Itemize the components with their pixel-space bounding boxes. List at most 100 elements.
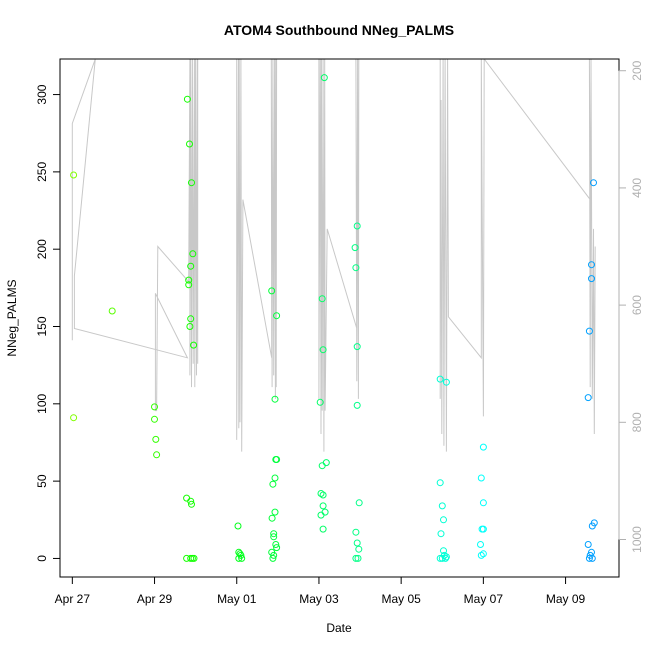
data-point — [187, 262, 195, 270]
data-point — [316, 398, 324, 406]
data-point — [151, 415, 158, 423]
data-point — [477, 474, 485, 482]
data-point — [353, 222, 361, 230]
y-tick-label: 300 — [35, 84, 49, 104]
data-point — [355, 499, 363, 507]
data-point — [355, 545, 363, 553]
data-point — [188, 179, 195, 187]
data-point — [188, 500, 195, 508]
data-point — [479, 525, 487, 533]
data-point — [438, 502, 446, 510]
data-point — [271, 474, 279, 482]
data-point — [442, 554, 449, 562]
data-point — [437, 530, 445, 538]
x-tick-label: May 07 — [464, 592, 504, 606]
depth-line-layer — [71, 59, 596, 452]
y2-tick-label: 1000 — [630, 526, 644, 553]
data-point — [588, 522, 596, 530]
data-point — [436, 479, 444, 487]
data-point — [183, 95, 191, 103]
data-point — [70, 414, 78, 422]
data-point — [442, 378, 450, 386]
data-point — [479, 499, 487, 507]
data-point — [190, 341, 198, 349]
data-point — [269, 480, 277, 488]
y-tick-label: 50 — [35, 474, 49, 488]
data-point — [153, 451, 161, 459]
data-point — [234, 522, 242, 530]
plot-frame — [59, 58, 620, 578]
data-point — [185, 276, 193, 284]
data-point — [152, 435, 160, 443]
data-point — [440, 547, 447, 555]
data-point — [319, 525, 327, 533]
data-point — [270, 551, 278, 559]
data-point — [351, 244, 359, 252]
data-point — [352, 264, 360, 272]
data-point — [317, 511, 325, 519]
y-tick-label: 150 — [35, 316, 49, 336]
data-point — [183, 494, 191, 502]
y-tick-label: 200 — [35, 239, 49, 259]
data-point — [273, 544, 281, 552]
data-point — [271, 508, 279, 516]
x-tick-label: May 05 — [381, 592, 421, 606]
data-point — [436, 375, 444, 383]
data-point — [438, 554, 446, 562]
data-point — [319, 502, 327, 510]
data-point — [268, 514, 276, 522]
data-point — [318, 462, 326, 470]
data-point — [588, 554, 596, 562]
data-point — [269, 554, 277, 562]
data-point — [442, 553, 450, 561]
data-point — [270, 530, 278, 538]
data-point — [352, 528, 360, 536]
data-point — [479, 550, 487, 558]
x-tick-label: May 03 — [299, 592, 339, 606]
data-point — [477, 551, 485, 559]
x-axis: Apr 27 Apr 29 May 01 May 03 May 05 May 07 May … — [55, 576, 586, 606]
data-point — [270, 533, 278, 541]
y2-tick-label: 400 — [630, 178, 644, 198]
x-tick-label: May 01 — [217, 592, 257, 606]
data-point — [108, 307, 116, 315]
data-point — [477, 541, 484, 548]
data-point — [354, 554, 362, 562]
data-point — [317, 490, 325, 497]
data-point — [585, 327, 593, 335]
data-point — [319, 491, 327, 499]
data-point — [187, 315, 195, 323]
data-point — [271, 395, 279, 403]
y2-tick-label: 200 — [630, 60, 644, 80]
data-point — [185, 281, 193, 289]
data-point — [321, 508, 329, 516]
data-point — [320, 74, 328, 82]
data-point — [353, 539, 361, 547]
x-tick-label: May 09 — [546, 592, 586, 606]
depth-line — [71, 59, 596, 452]
data-point — [272, 541, 280, 548]
data-point — [238, 554, 246, 562]
y-tick-label: 0 — [35, 555, 49, 562]
x-tick-label: Apr 29 — [137, 592, 173, 606]
y2-tick-label: 800 — [630, 412, 644, 432]
data-point — [268, 287, 276, 295]
data-point — [189, 250, 197, 258]
data-point — [584, 394, 592, 402]
data-point — [319, 346, 327, 354]
y-tick-label: 250 — [35, 162, 49, 182]
data-point — [585, 554, 593, 562]
data-point — [436, 554, 444, 562]
data-point — [584, 541, 592, 548]
data-point — [70, 171, 78, 179]
data-point — [273, 312, 281, 320]
data-point — [353, 401, 361, 409]
data-point — [186, 323, 194, 330]
y-axis: 0 50 100 150 200 250 300 — [35, 84, 61, 562]
data-point — [322, 459, 330, 467]
data-point — [588, 275, 595, 283]
x-tick-label: Apr 27 — [55, 592, 91, 606]
data-point — [479, 443, 487, 451]
x-axis-label: Date — [326, 621, 352, 635]
